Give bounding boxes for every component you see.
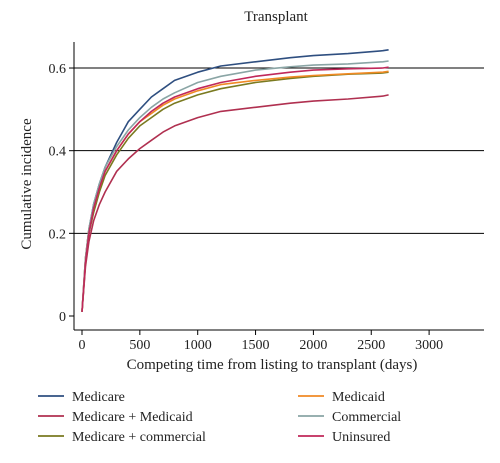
x-ticks: 0 500 1000 1500 2000 2500 3000 — [79, 330, 443, 353]
y-axis-label: Cumulative incidence — [19, 118, 35, 250]
legend-label: Medicare — [72, 390, 125, 405]
legend-label: Medicare + Medicaid — [72, 410, 193, 425]
legend-label: Commercial — [332, 410, 401, 425]
series-line-medicare-medicaid — [81, 94, 389, 312]
x-axis-label: Competing time from listing to transplan… — [127, 357, 418, 373]
y-tick-label: 0.6 — [49, 62, 67, 77]
legend-label: Uninsured — [332, 430, 390, 445]
series-line-uninsured — [81, 66, 389, 312]
legend-label: Medicare + commercial — [72, 430, 206, 445]
legend-item-uninsured: Uninsured — [298, 430, 390, 445]
grid — [74, 67, 484, 234]
y-ticks: 0 0.2 0.4 0.6 — [49, 62, 74, 325]
x-tick-label: 2000 — [299, 338, 327, 353]
y-tick-label: 0.2 — [49, 227, 67, 242]
x-tick-label: 2500 — [357, 338, 385, 353]
x-tick-label: 0 — [79, 338, 86, 353]
x-tick-label: 1500 — [242, 338, 270, 353]
series-line-medicare-commercial — [81, 71, 389, 312]
x-tick-label: 3000 — [415, 338, 443, 353]
y-tick-label: 0.4 — [49, 145, 67, 160]
legend-label: Medicaid — [332, 390, 385, 405]
series-line-medicare — [81, 49, 389, 312]
series-lines — [81, 49, 389, 312]
chart-title: Transplant — [244, 9, 308, 25]
legend-item-commercial: Commercial — [298, 410, 401, 425]
x-tick-label: 1000 — [184, 338, 212, 353]
axes — [73, 42, 484, 331]
legend-item-medicare-commercial: Medicare + commercial — [38, 430, 206, 445]
y-tick-label: 0 — [59, 310, 66, 325]
series-line-commercial — [81, 60, 389, 312]
x-tick-label: 500 — [129, 338, 150, 353]
legend-item-medicaid: Medicaid — [298, 390, 385, 405]
series-line-medicaid — [81, 70, 389, 312]
legend-item-medicare: Medicare — [38, 390, 125, 405]
legend: Medicare Medicare + Medicaid Medicare + co… — [38, 390, 401, 445]
legend-item-medicare-medicaid: Medicare + Medicaid — [38, 410, 193, 425]
